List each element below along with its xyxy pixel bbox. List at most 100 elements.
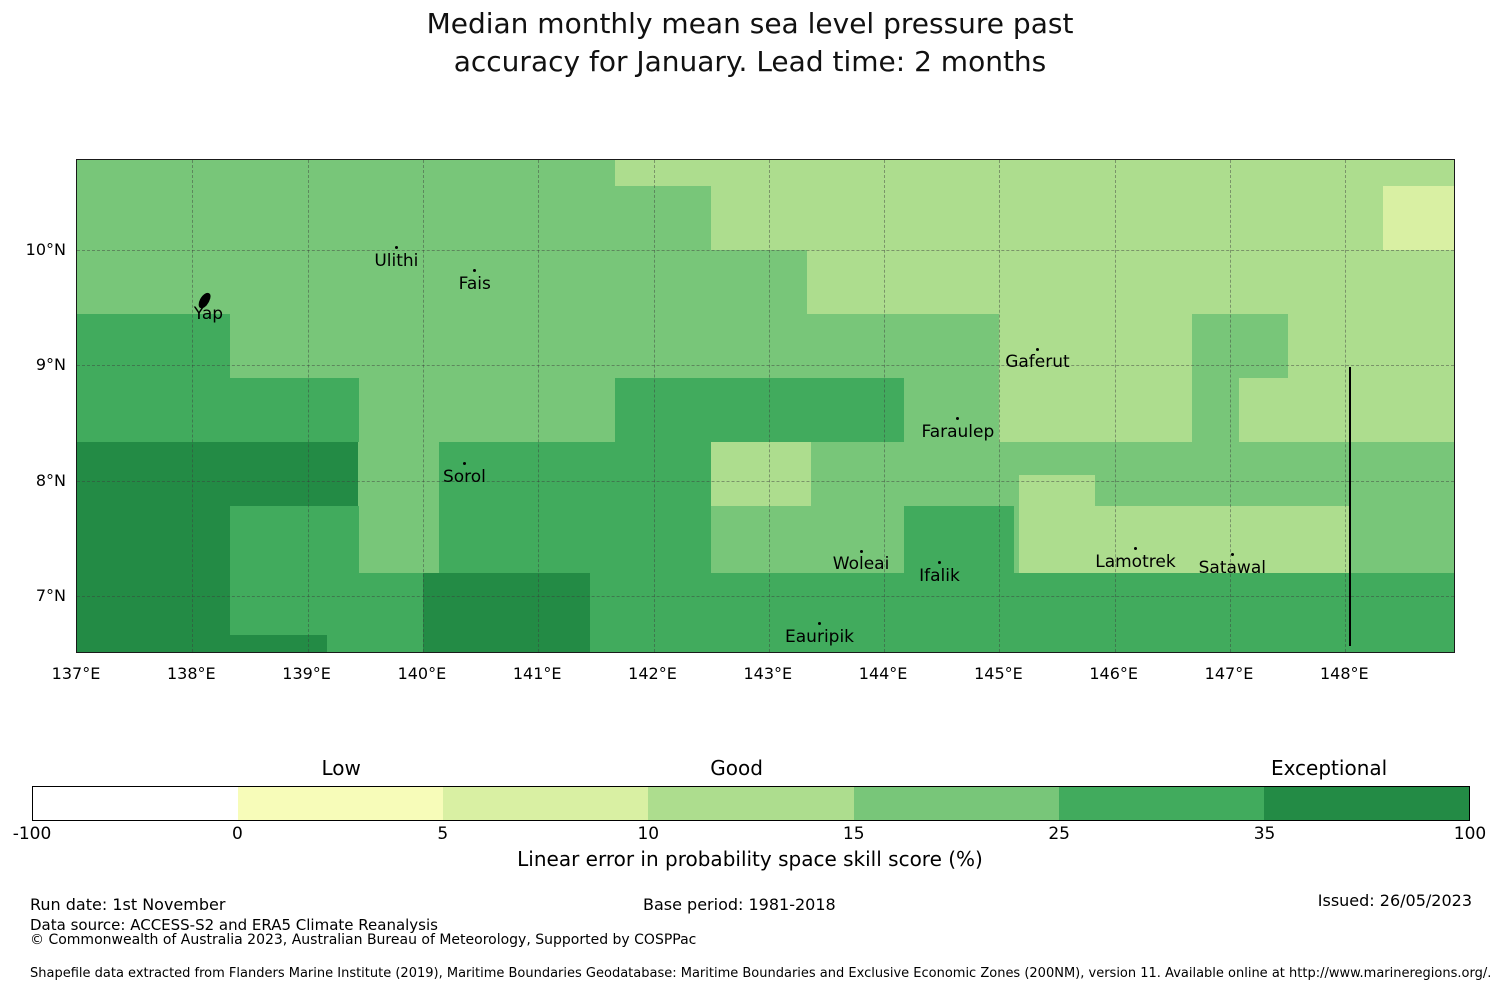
island-label: Ifalik: [919, 565, 960, 586]
run-date-text: Run date: 1st November: [30, 895, 226, 914]
skill-region: [1095, 506, 1349, 579]
island-label: Sorol: [442, 466, 486, 487]
skill-region: [422, 573, 591, 652]
maritime-boundary-line: [1348, 366, 1351, 646]
gridline-vertical: [192, 160, 194, 652]
skill-region: [1019, 475, 1096, 579]
y-tick-label: 7°N: [35, 586, 66, 606]
skill-region: [230, 634, 328, 652]
map-plot-area[interactable]: Yap Ulithi Fais Sorol Gaferut Faraulep Woleai I…: [76, 159, 1455, 653]
island-marker-icon: [394, 246, 398, 250]
colorbar-category-good: Good: [710, 756, 763, 780]
gridline-vertical: [999, 160, 1001, 652]
colorbar-tick-label: 35: [1253, 824, 1276, 844]
skill-region: [999, 378, 1192, 443]
gridline-vertical: [307, 160, 309, 652]
gridline-vertical: [1345, 160, 1347, 652]
skill-region: [327, 634, 1454, 652]
island-label: Satawal: [1198, 557, 1266, 578]
island-marker-icon: [937, 561, 941, 565]
skill-region: [1287, 314, 1454, 379]
x-tick-label: 147°E: [1204, 664, 1254, 683]
colorbar-tick-label: 5: [437, 824, 449, 844]
chart-title-line2: accuracy for January. Lead time: 2 month…: [453, 45, 1047, 78]
island-marker-icon: [1035, 347, 1039, 351]
colorbar-segment: [853, 787, 1059, 820]
colorbar-tick-label: 100: [1453, 824, 1487, 844]
island-label: Ulithi: [374, 250, 419, 271]
island-marker-icon: [473, 269, 477, 273]
shapefile-attribution-text: Shapefile data extracted from Flanders M…: [30, 966, 1492, 981]
colorbar-segment: [1263, 787, 1469, 820]
island-label: Woleai: [832, 554, 890, 575]
colorbar-tick-label: 25: [1048, 824, 1070, 844]
gridline-horizontal: [77, 365, 1454, 367]
colorbar-tick-label: 10: [637, 824, 660, 844]
colorbar-tick-label: -100: [12, 824, 52, 844]
gridline-horizontal: [77, 596, 1454, 598]
skill-region: [77, 378, 360, 443]
base-period-text: Base period: 1981-2018: [643, 895, 836, 914]
skill-region: [230, 506, 360, 635]
skill-region: [77, 506, 231, 652]
skill-region: [999, 314, 1192, 379]
y-tick-label: 9°N: [35, 355, 66, 375]
gridline-vertical: [653, 160, 655, 652]
colorbar-segment: [443, 787, 649, 820]
colorbar-segment: [1058, 787, 1264, 820]
gridline-vertical: [538, 160, 540, 652]
data-source-text: Data source: ACCESS-S2 and ERA5 Climate …: [30, 916, 438, 934]
colorbar-category-exceptional: Exceptional: [1270, 756, 1388, 780]
island-label: Faraulep: [921, 421, 995, 442]
skill-region: [439, 442, 712, 574]
x-tick-label: 137°E: [51, 664, 101, 683]
island-label: Fais: [458, 273, 491, 294]
skill-region: [615, 378, 904, 443]
skill-region: [711, 185, 1454, 251]
island-marker-icon: [818, 622, 822, 626]
x-tick-label: 146°E: [1089, 664, 1139, 683]
x-tick-label: 142°E: [628, 664, 677, 683]
island-marker-icon: [859, 549, 863, 553]
gridline-vertical: [422, 160, 424, 652]
gridline-vertical: [884, 160, 886, 652]
island-label: Lamotrek: [1095, 551, 1176, 572]
issued-text: Issued: 26/05/2023: [1317, 891, 1472, 910]
gridline-vertical: [768, 160, 770, 652]
skill-region: [1383, 185, 1454, 251]
x-tick-label: 141°E: [512, 664, 562, 683]
chart-title-line1: Median monthly mean sea level pressure p…: [426, 7, 1074, 40]
x-tick-label: 145°E: [974, 664, 1023, 683]
colorbar-axis-label: Linear error in probability space skill …: [517, 847, 983, 871]
y-tick-label: 8°N: [35, 470, 66, 490]
x-tick-label: 138°E: [166, 664, 216, 683]
skill-region: [77, 442, 359, 507]
skill-region: [615, 160, 1454, 186]
x-tick-label: 144°E: [858, 664, 908, 683]
island-label: Yap: [193, 303, 224, 324]
gridline-horizontal: [77, 480, 1454, 482]
island-marker-icon: [1133, 547, 1137, 551]
island-label: Eauripik: [785, 626, 855, 647]
copyright-text: © Commonwealth of Australia 2023, Austra…: [30, 932, 697, 948]
x-tick-label: 140°E: [397, 664, 447, 683]
x-tick-label: 139°E: [282, 664, 331, 683]
skill-region: [77, 314, 231, 379]
colorbar-tick-label: 0: [232, 824, 243, 844]
gridline-vertical: [1114, 160, 1116, 652]
colorbar-segment: [33, 787, 239, 820]
skill-region: [711, 442, 812, 507]
colorbar: [32, 786, 1470, 821]
island-label: Gaferut: [1005, 352, 1070, 373]
skill-region: [1239, 378, 1454, 443]
colorbar-category-low: Low: [321, 756, 361, 780]
island-marker-icon: [462, 462, 466, 466]
y-tick-label: 10°N: [25, 240, 66, 260]
island-marker-icon: [1230, 553, 1234, 557]
island-marker-icon: [956, 417, 960, 421]
x-tick-label: 148°E: [1319, 664, 1369, 683]
colorbar-tick-label: 15: [842, 824, 865, 844]
gridline-vertical: [1230, 160, 1231, 652]
skill-region: [806, 250, 1454, 315]
